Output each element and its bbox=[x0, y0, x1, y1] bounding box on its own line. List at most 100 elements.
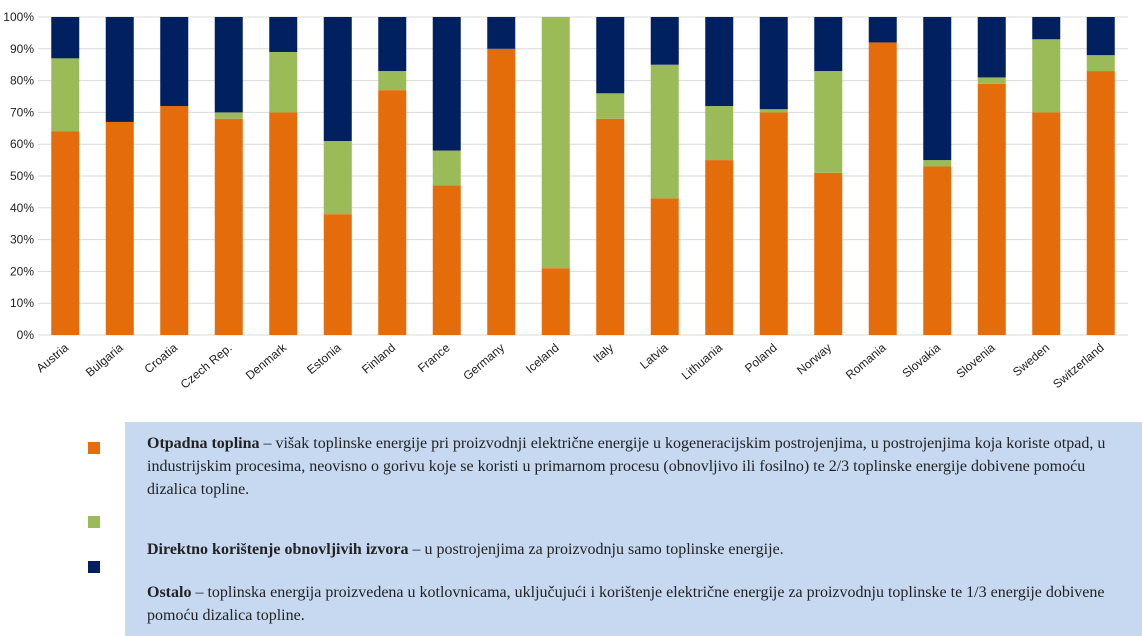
bar-segment bbox=[1032, 112, 1061, 336]
x-tick-label: Norway bbox=[794, 341, 834, 378]
legend-item: Direktno korištenje obnovljivih izvora –… bbox=[147, 538, 1137, 561]
bar-segment bbox=[596, 118, 625, 335]
bar-segment bbox=[977, 77, 1006, 84]
bar-segment bbox=[214, 118, 243, 335]
bar-segment bbox=[705, 160, 734, 335]
legend-name: Ostalo bbox=[147, 584, 192, 601]
bar-segment bbox=[868, 42, 897, 335]
bar-segment bbox=[51, 58, 80, 132]
y-tick-label: 20% bbox=[10, 264, 34, 278]
bar-segment bbox=[378, 71, 407, 91]
x-tick-label: Denmark bbox=[243, 340, 290, 383]
bar-segment bbox=[269, 51, 298, 113]
y-tick-label: 30% bbox=[10, 233, 34, 247]
x-tick-label: Croatia bbox=[142, 340, 181, 376]
bar-segment bbox=[1032, 17, 1061, 40]
bar-segment bbox=[432, 185, 461, 335]
bar-segment bbox=[759, 112, 788, 336]
x-tick-label: Slovakia bbox=[899, 340, 943, 380]
legend-description: – u postrojenjima za proizvodnju samo to… bbox=[412, 541, 784, 558]
bar-segment bbox=[105, 121, 134, 335]
bar-segment bbox=[596, 93, 625, 119]
x-tick-label: Switzerland bbox=[1050, 341, 1107, 392]
bar-segment bbox=[214, 17, 243, 113]
x-tick-label: Sweden bbox=[1010, 341, 1052, 380]
x-tick-label: Germany bbox=[460, 341, 507, 383]
y-tick-label: 80% bbox=[10, 74, 34, 88]
y-tick-label: 60% bbox=[10, 137, 34, 151]
x-tick-label: Romania bbox=[843, 340, 889, 382]
bar-segment bbox=[51, 17, 80, 59]
y-tick-label: 0% bbox=[17, 328, 35, 342]
bar-segment bbox=[541, 17, 570, 269]
bar-segment bbox=[923, 160, 952, 167]
x-tick-label: Italy bbox=[590, 341, 616, 366]
chart: 0% 10% 20% 30% 40% 50% 60% 70% 80% 90% 100% Austria… bbox=[3, 10, 1128, 392]
x-tick-label: Bulgaria bbox=[83, 340, 126, 379]
bar-segment bbox=[814, 71, 843, 173]
bar-segment bbox=[923, 17, 952, 161]
legend-description: – toplinska energija proizvedena u kotlo… bbox=[147, 584, 1105, 624]
bar-segment bbox=[160, 17, 189, 107]
bar-segment bbox=[323, 17, 352, 142]
bar-segment bbox=[977, 83, 1006, 335]
legend-name: Otpadna toplina bbox=[147, 435, 260, 452]
y-tick-label: 100% bbox=[3, 10, 34, 24]
bar-segment bbox=[323, 141, 352, 215]
bar-segment bbox=[1086, 55, 1115, 72]
y-tick-label: 50% bbox=[10, 169, 34, 183]
x-tick-label: Slovenia bbox=[953, 340, 998, 381]
bar-segment bbox=[650, 64, 679, 199]
bar-segment bbox=[378, 17, 407, 72]
bar-segment bbox=[323, 214, 352, 335]
bar-segment bbox=[759, 17, 788, 110]
legend-description: – višak toplinske energije pri proizvodn… bbox=[147, 435, 1106, 498]
bar-segment bbox=[541, 268, 570, 335]
legend-swatch bbox=[88, 442, 100, 454]
y-tick-label: 40% bbox=[10, 201, 34, 215]
bar-segment bbox=[596, 17, 625, 94]
bar-segment bbox=[432, 150, 461, 186]
legend-swatch bbox=[88, 516, 100, 528]
bar-segment bbox=[650, 17, 679, 65]
bar-segment bbox=[432, 17, 461, 151]
bar-segment bbox=[105, 17, 134, 122]
bar-segment bbox=[160, 106, 189, 335]
bar-segment bbox=[868, 17, 897, 43]
x-tick-label: Latvia bbox=[637, 340, 671, 372]
bar-segment bbox=[487, 17, 516, 49]
x-tick-label: France bbox=[415, 340, 453, 375]
bar-segment bbox=[759, 109, 788, 113]
bar-segment bbox=[1032, 39, 1061, 113]
legend-item: Ostalo – toplinska energija proizvedena … bbox=[147, 581, 1137, 627]
legend-name: Direktno korištenje obnovljivih izvora bbox=[147, 541, 409, 558]
y-tick-label: 10% bbox=[10, 296, 34, 310]
legend-swatch bbox=[88, 561, 100, 573]
x-tick-label: Austria bbox=[34, 340, 72, 375]
y-tick-label: 90% bbox=[10, 42, 34, 56]
bar-segment bbox=[650, 198, 679, 335]
bar-segment bbox=[378, 90, 407, 335]
bar-segment bbox=[814, 172, 843, 335]
y-tick-label: 70% bbox=[10, 105, 34, 119]
bar-segment bbox=[214, 112, 243, 119]
x-tick-label: Czech Rep. bbox=[178, 341, 235, 392]
bar-segment bbox=[977, 17, 1006, 78]
x-tick-label: Iceland bbox=[523, 341, 562, 377]
bar-segment bbox=[1086, 17, 1115, 56]
bar-segment bbox=[51, 131, 80, 335]
bar-segment bbox=[705, 106, 734, 161]
bar-segment bbox=[814, 17, 843, 72]
bar-segment bbox=[1086, 71, 1115, 335]
bar-segment bbox=[269, 17, 298, 52]
x-tick-label: Poland bbox=[742, 341, 780, 376]
legend-box bbox=[125, 422, 1142, 636]
x-tick-label: Estonia bbox=[304, 340, 344, 377]
bar-segment bbox=[487, 48, 516, 336]
x-tick-label: Lithuania bbox=[679, 340, 726, 382]
bar-segment bbox=[705, 17, 734, 107]
x-tick-label: Finland bbox=[359, 341, 398, 377]
bar-segment bbox=[923, 166, 952, 335]
bar-segment bbox=[269, 112, 298, 336]
